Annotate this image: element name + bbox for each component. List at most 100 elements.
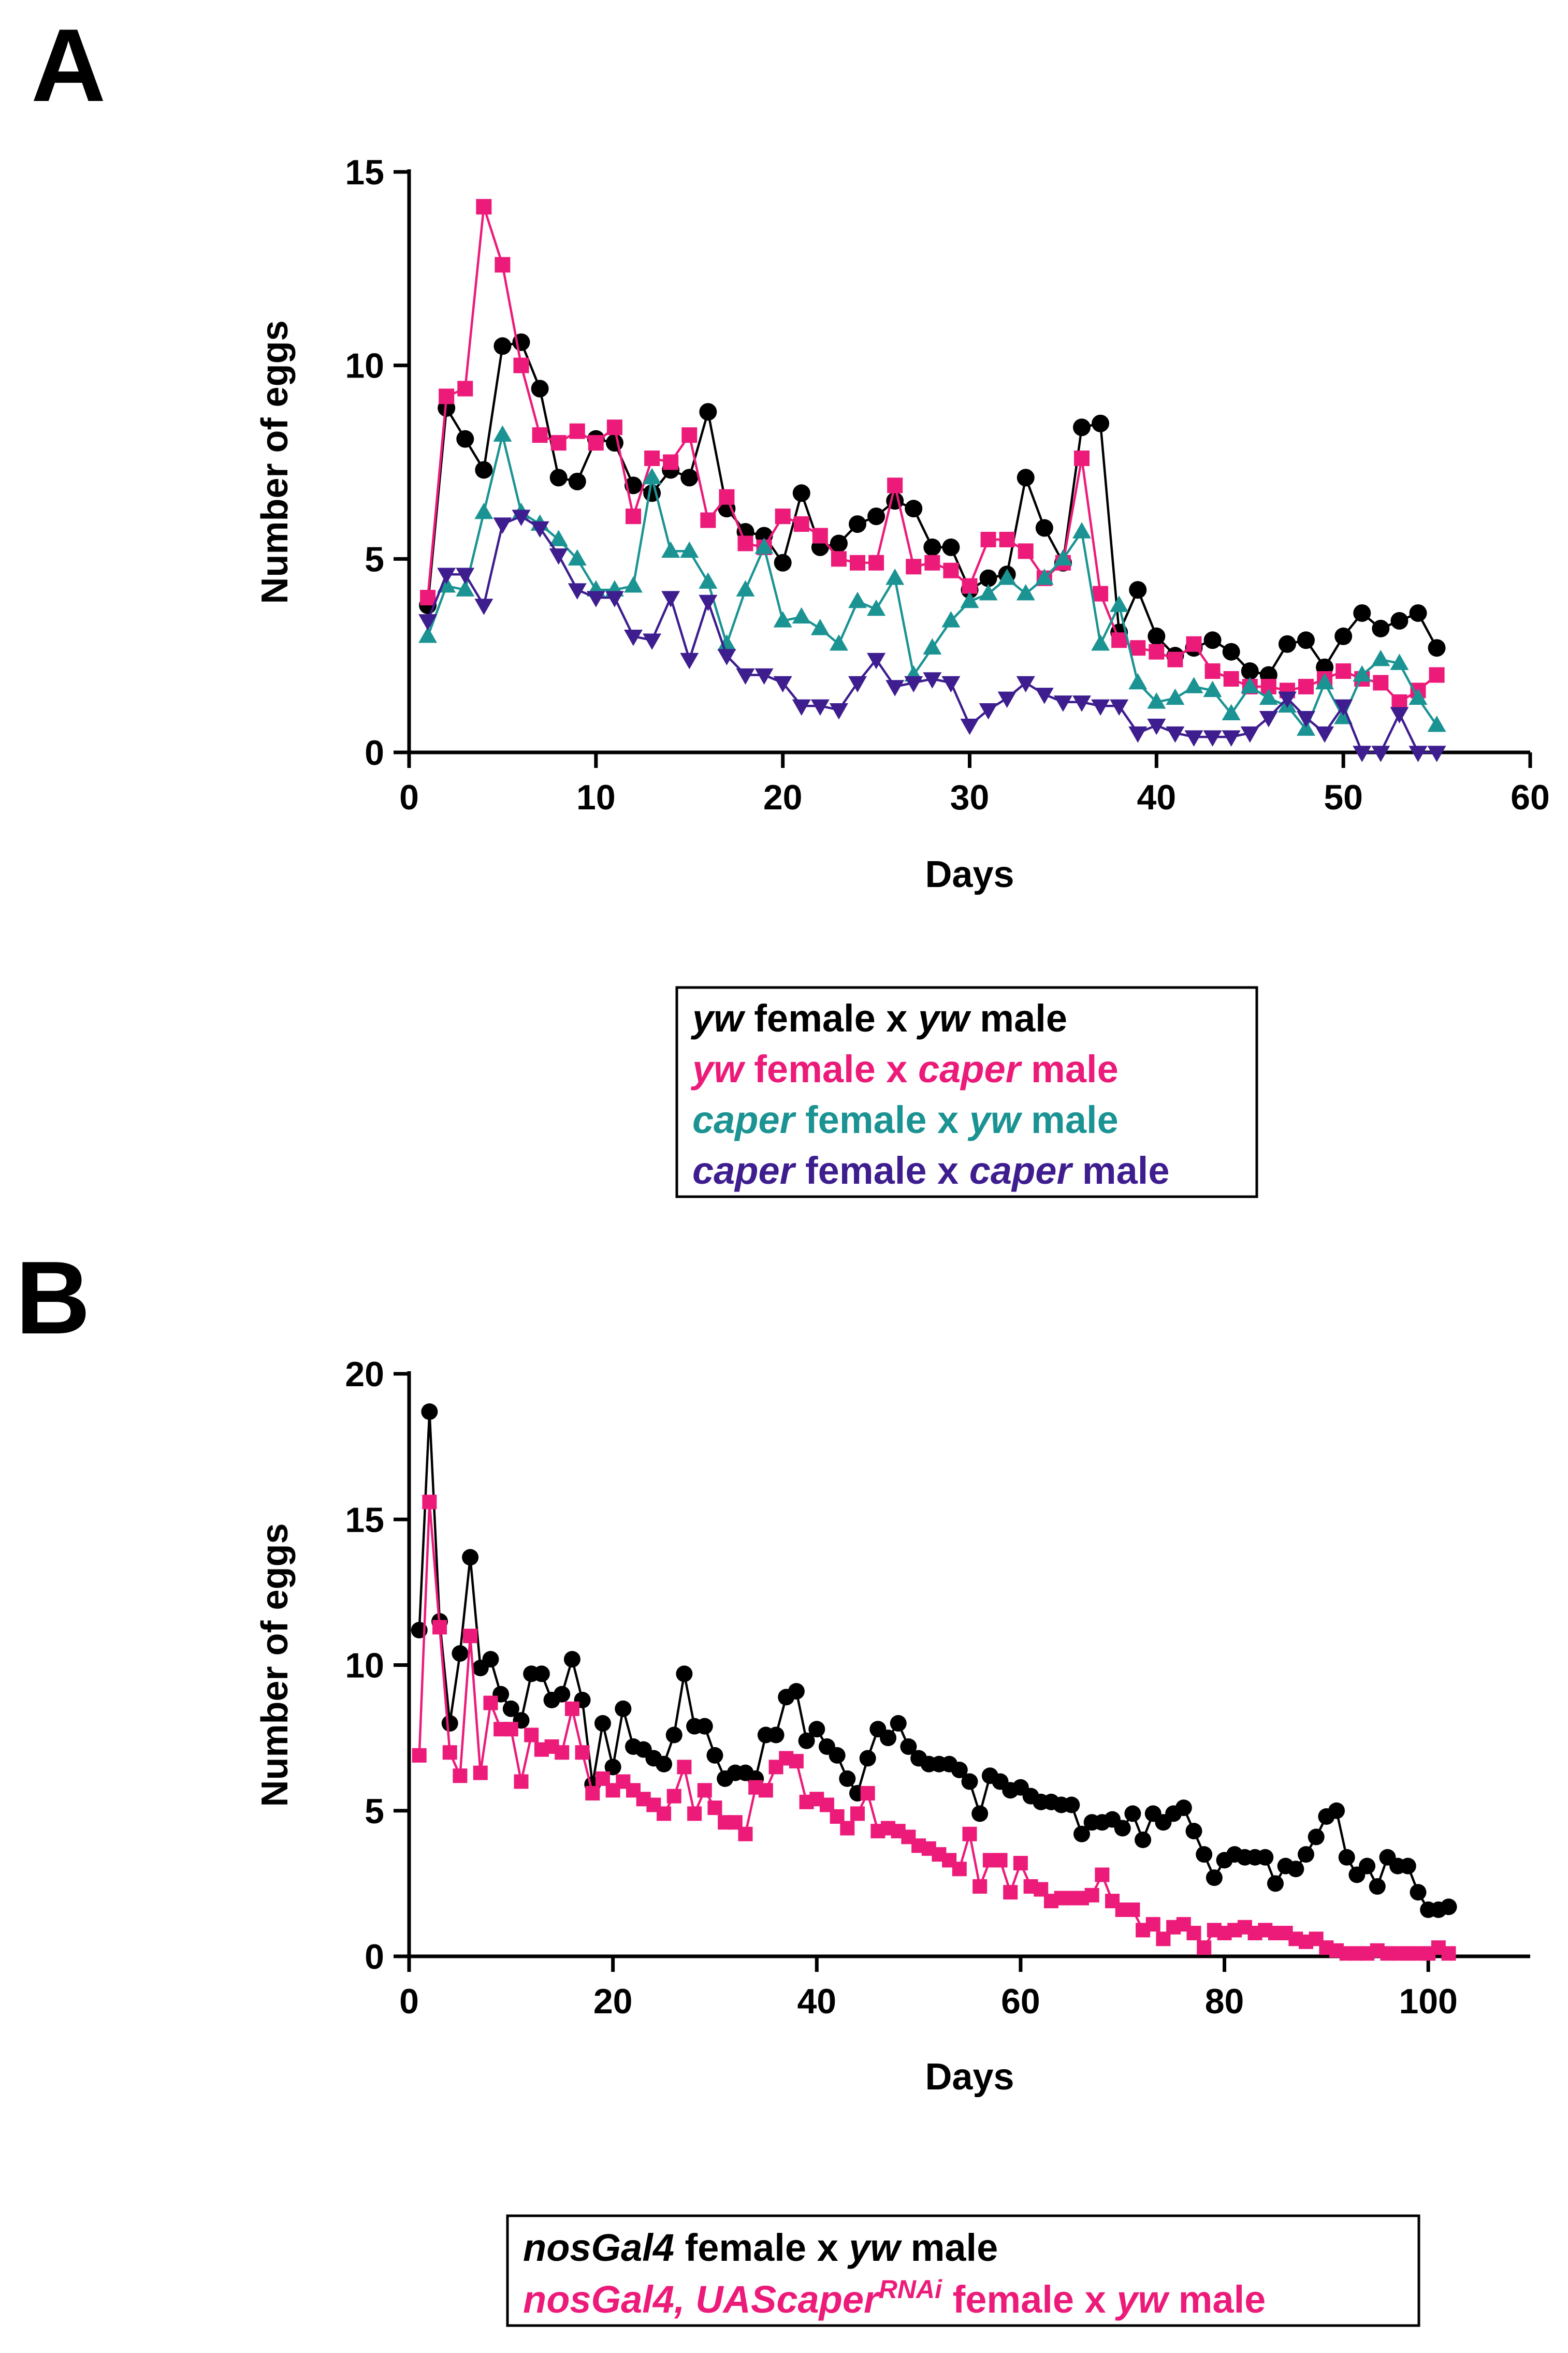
data-point — [1145, 1917, 1160, 1932]
data-point — [569, 423, 585, 439]
data-point — [586, 591, 605, 607]
data-point — [885, 568, 905, 585]
data-point — [867, 599, 886, 616]
data-point — [555, 1745, 570, 1760]
data-point — [453, 1768, 468, 1783]
data-point — [475, 461, 493, 479]
data-point — [719, 489, 735, 505]
data-point — [432, 1620, 447, 1635]
data-point — [767, 1726, 785, 1744]
data-point — [1353, 746, 1372, 762]
data-point — [1334, 699, 1353, 716]
data-point — [941, 676, 961, 693]
data-point — [839, 1770, 856, 1787]
data-point — [792, 607, 811, 624]
data-point — [979, 584, 998, 601]
data-point — [923, 672, 942, 689]
data-point — [775, 509, 791, 525]
data-point — [1110, 595, 1129, 612]
data-point — [676, 1665, 693, 1682]
data-point — [1175, 1799, 1192, 1817]
data-point — [657, 1806, 672, 1821]
data-point — [1298, 678, 1314, 694]
data-point — [758, 1783, 773, 1798]
data-point — [1129, 581, 1147, 599]
data-point — [1328, 1802, 1345, 1819]
data-point — [643, 633, 662, 650]
x-tick-label: 100 — [1399, 1982, 1457, 2021]
data-point — [1390, 612, 1409, 630]
data-point — [1206, 1869, 1223, 1886]
data-point — [980, 531, 996, 547]
data-point — [422, 1494, 437, 1509]
data-point — [1359, 1857, 1376, 1875]
legend-entry: caper female x caper male — [692, 1149, 1169, 1192]
data-point — [605, 591, 624, 607]
data-point — [867, 507, 885, 526]
y-tick-label: 10 — [345, 346, 384, 386]
data-point — [1111, 632, 1127, 648]
x-tick-label: 30 — [950, 778, 990, 817]
x-tick-label: 20 — [763, 778, 803, 817]
chart-panel-a: A 0 5 10 15 0 10 20 30 40 50 60 Days Number of eggs yw… — [31, 8, 1550, 1198]
data-point — [1196, 1846, 1213, 1863]
data-point — [1130, 640, 1146, 656]
data-point — [1124, 1805, 1141, 1822]
x-axis-title: Days — [925, 2056, 1014, 2098]
data-point — [1297, 631, 1315, 649]
x-axis-title: Days — [925, 854, 1014, 895]
y-tick-label: 20 — [345, 1355, 384, 1394]
data-point — [699, 594, 718, 612]
y-axis-title: Number of eggs — [254, 320, 296, 604]
data-point — [1091, 699, 1110, 716]
data-point — [463, 1629, 478, 1644]
data-point — [979, 569, 997, 587]
data-point — [906, 559, 922, 575]
series-2 — [412, 1494, 1456, 1961]
data-point — [1277, 691, 1297, 708]
data-point — [1204, 663, 1221, 679]
data-point — [1135, 1832, 1152, 1848]
data-point — [706, 1747, 723, 1764]
data-point — [474, 599, 493, 615]
data-point — [1095, 1867, 1110, 1882]
data-point — [1063, 1796, 1080, 1813]
data-point — [549, 530, 568, 546]
data-point — [1073, 1825, 1090, 1842]
data-point — [437, 568, 456, 584]
data-point — [680, 469, 699, 487]
data-point — [887, 477, 903, 493]
data-point — [554, 1686, 571, 1703]
data-point — [615, 1700, 632, 1717]
data-point — [1222, 643, 1240, 661]
data-point — [644, 451, 660, 467]
data-point — [707, 1800, 722, 1815]
data-point — [1148, 627, 1166, 645]
data-point — [1267, 1875, 1284, 1892]
data-point — [1166, 726, 1185, 743]
data-point — [456, 430, 474, 448]
data-point — [1409, 604, 1427, 622]
data-point — [1371, 649, 1390, 666]
y-tick-label: 5 — [365, 1792, 384, 1831]
data-point — [1315, 726, 1334, 743]
x-tick-label: 0 — [399, 1982, 419, 2021]
data-point — [530, 521, 549, 538]
data-point — [1149, 644, 1165, 660]
data-point — [1003, 1885, 1018, 1900]
data-point — [997, 568, 1017, 585]
data-point — [1072, 695, 1091, 712]
data-point — [1428, 639, 1446, 657]
data-point — [737, 535, 753, 551]
data-point — [1074, 451, 1090, 467]
x-tick-label: 60 — [1511, 778, 1550, 817]
series-1 — [419, 333, 1446, 684]
data-point — [951, 1762, 968, 1778]
data-point — [656, 1755, 673, 1773]
data-point — [1167, 651, 1183, 667]
data-point — [960, 591, 979, 608]
data-point — [1053, 695, 1072, 712]
data-point — [717, 649, 736, 665]
data-point — [717, 634, 736, 651]
data-point — [812, 528, 828, 544]
